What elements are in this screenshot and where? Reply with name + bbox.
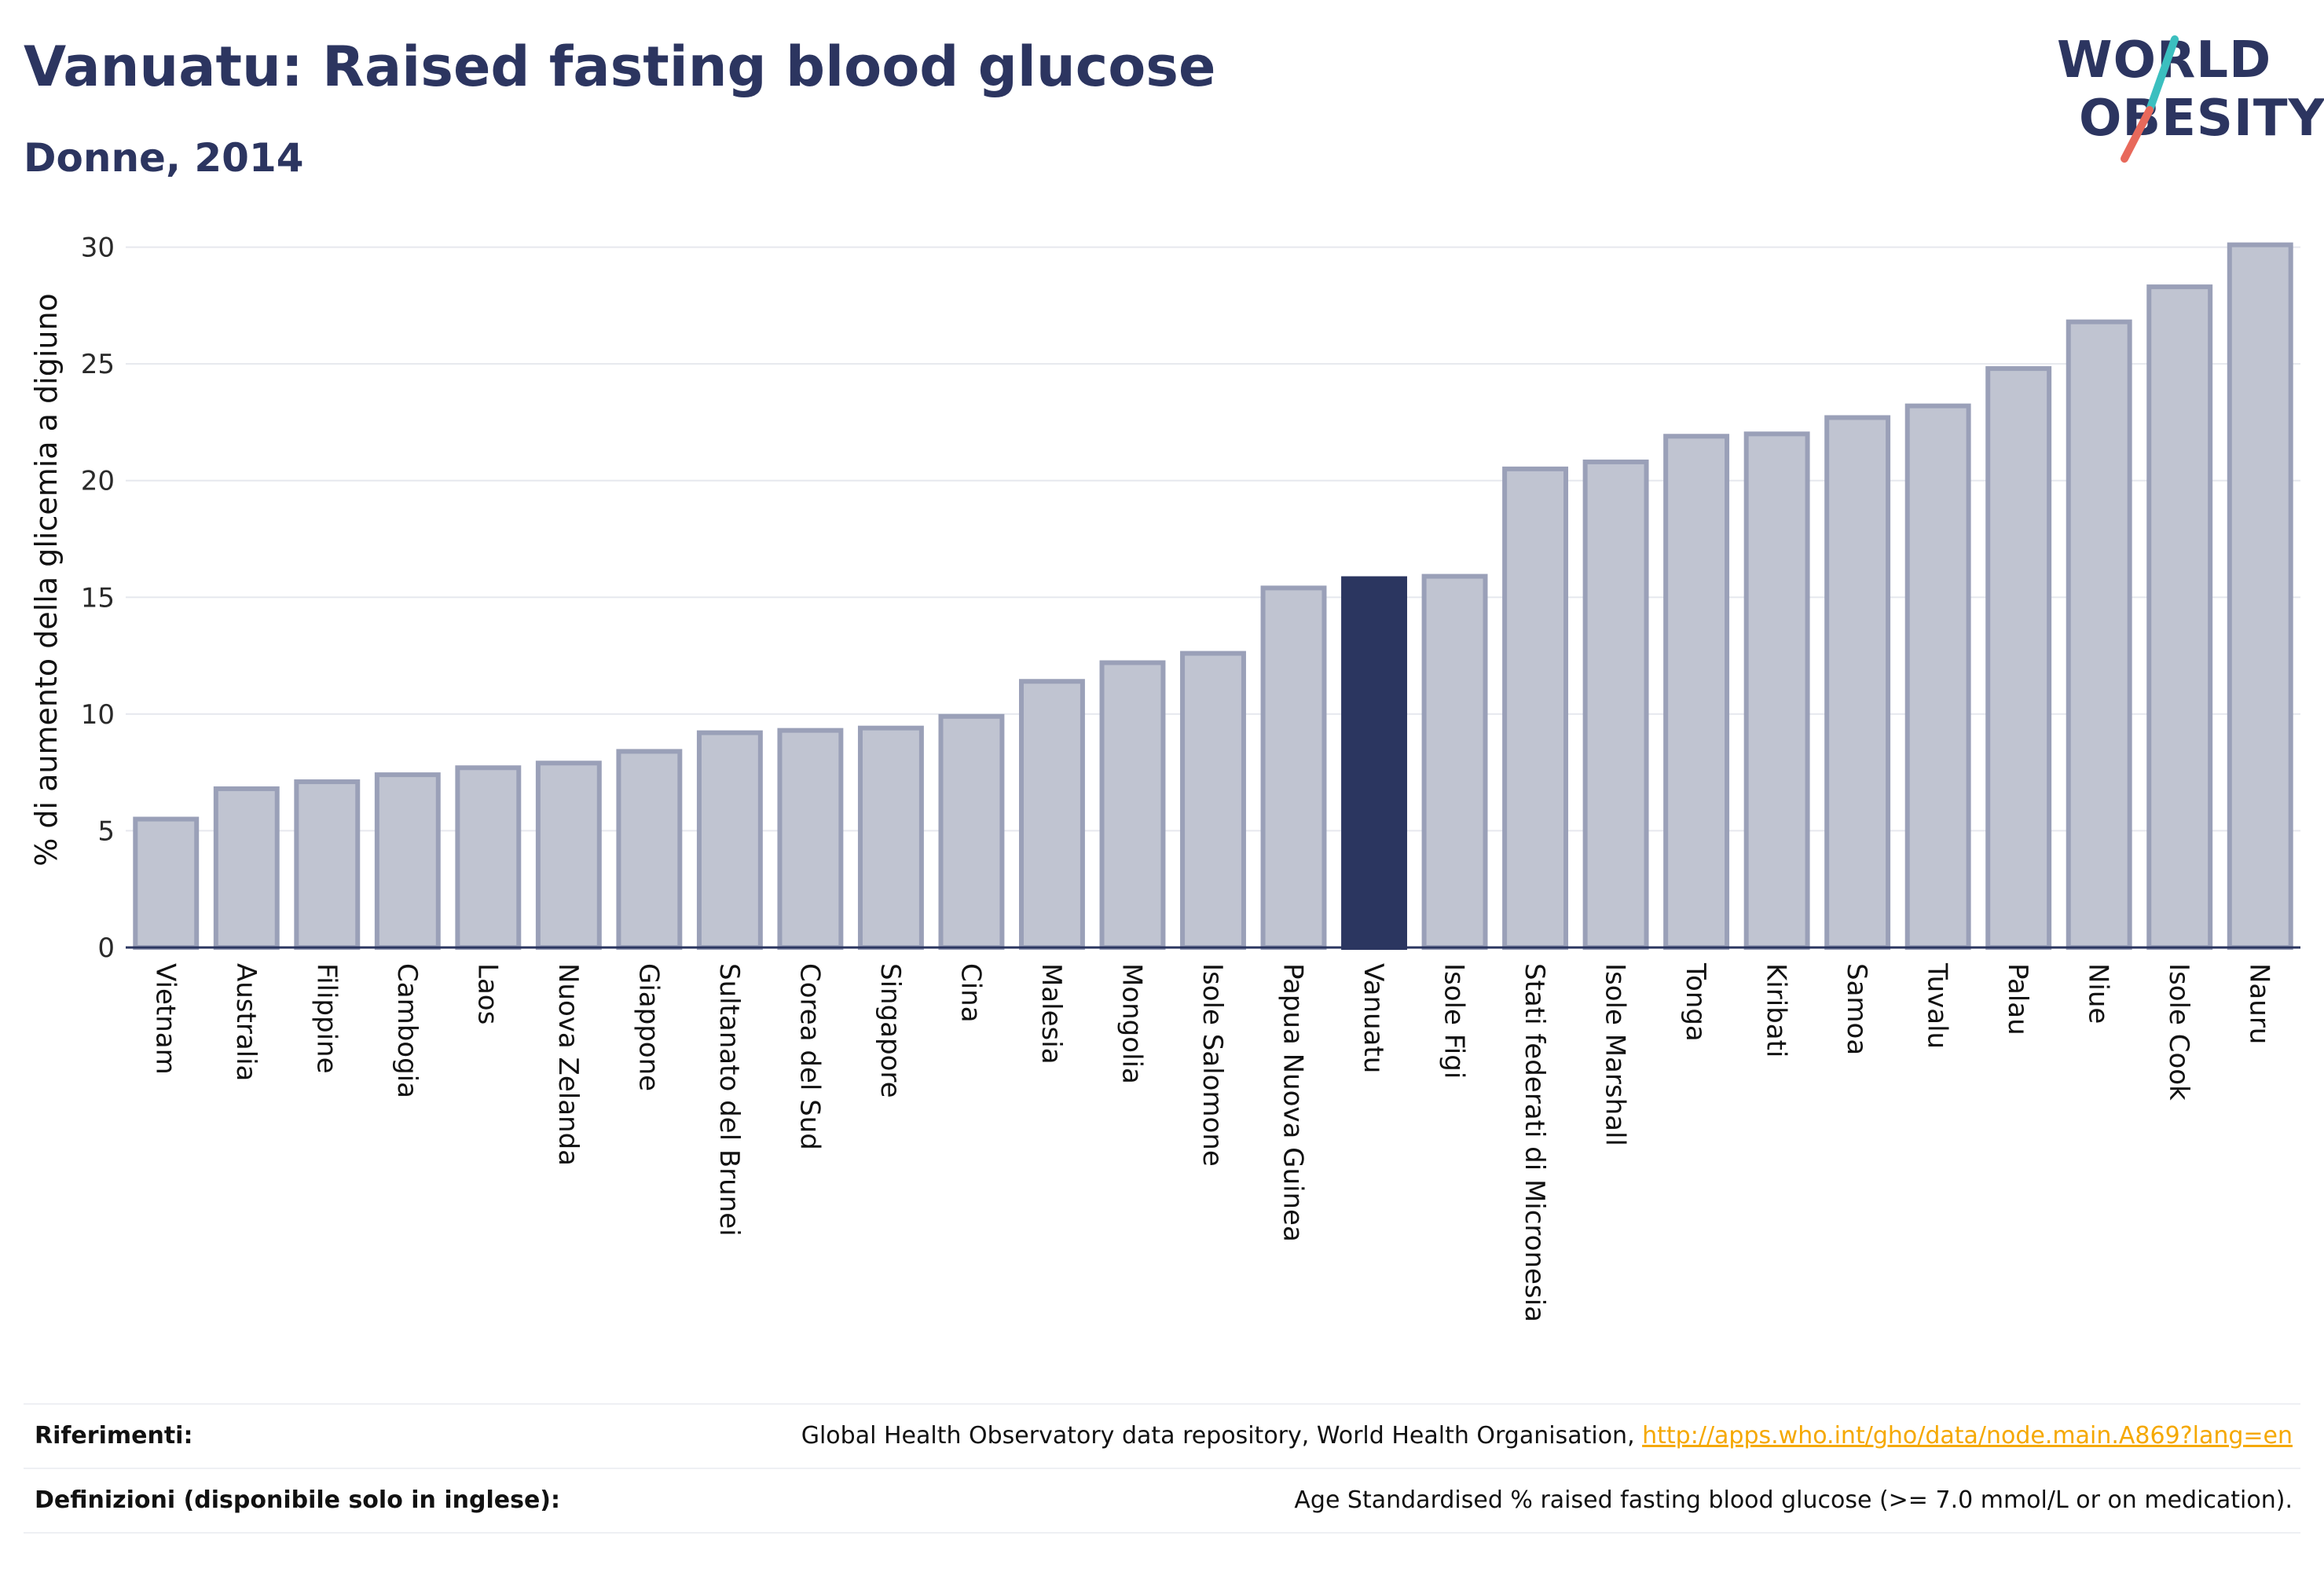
x-tick-label: Vanuatu (1358, 963, 1389, 1073)
bar (1824, 415, 1891, 950)
x-tick-label: Niue (2083, 963, 2114, 1024)
y-axis-label: % di aumento della glicemia a digiuno (29, 293, 64, 867)
x-tick-label: Giappone (632, 963, 664, 1091)
bar (1582, 459, 1649, 950)
bar (1180, 651, 1246, 950)
bar (777, 728, 844, 951)
x-tick-label: Australia (230, 963, 262, 1081)
bar (294, 779, 361, 950)
bar-chart: 0 5 10 15 20 25 30 % di aumento della glicemia … (29, 233, 2300, 1322)
x-tick-label: Isole Salomone (1197, 963, 1228, 1167)
y-tick-label: 25 (81, 349, 115, 380)
bar (374, 772, 441, 950)
definitions-row: Definizioni (disponibile solo in inglese… (24, 1468, 2300, 1534)
x-tick-label: Tonga (1680, 962, 1711, 1042)
bar (2227, 242, 2293, 951)
x-tick-label: Nauru (2244, 963, 2275, 1044)
references-value: Global Health Observatory data repositor… (801, 1422, 2293, 1450)
x-tick-label: Papua Nuova Guinea (1277, 963, 1309, 1242)
y-tick-label: 30 (81, 233, 115, 264)
bar (938, 713, 1005, 950)
x-tick-label: Isole Figi (1439, 963, 1470, 1079)
bar (455, 765, 522, 951)
x-tick-label: Vietnam (149, 963, 181, 1075)
x-tick-label: Malesia (1036, 963, 1067, 1065)
x-tick-label: Cina (955, 963, 986, 1023)
logo-slash-icon (2121, 35, 2179, 163)
x-tick-label: Samoa (1841, 963, 1872, 1055)
logo-line-2: OBESITY (2079, 90, 2324, 148)
bar (1099, 660, 1166, 950)
bar (1985, 366, 2052, 951)
x-tick-label: Laos (471, 963, 503, 1024)
references-link[interactable]: http://apps.who.int/gho/data/node.main.A… (1642, 1422, 2293, 1450)
x-tick-label: Singapore (874, 963, 906, 1098)
bar (213, 786, 280, 951)
y-tick-label: 10 (81, 699, 115, 731)
world-obesity-logo: WORLD OBESITY (2057, 31, 2324, 165)
bar-highlight (1341, 576, 1407, 950)
x-tick-label: Nuova Zelanda (552, 963, 584, 1166)
y-tick-label: 0 (97, 933, 115, 964)
bar (1663, 434, 1730, 950)
bar (857, 725, 924, 951)
x-tick-label: Kiribati (1761, 963, 1792, 1057)
bar (1421, 574, 1488, 950)
x-tick-label: Sultanato del Brunei (713, 963, 745, 1237)
bar (2146, 284, 2213, 951)
x-tick-label: Stati federati di Micronesia (1519, 963, 1550, 1322)
y-tick-label: 20 (81, 466, 115, 497)
bar (133, 816, 200, 950)
chart-title: Vanuatu: Raised fasting blood glucose (24, 35, 1216, 99)
x-tick-label: Isole Cook (2163, 963, 2194, 1101)
bar (1502, 466, 1569, 951)
references-row: Riferimenti: Global Health Observatory d… (24, 1403, 2300, 1468)
definitions-value: Age Standardised % raised fasting blood … (1294, 1486, 2293, 1514)
chart-subtitle: Donne, 2014 (24, 135, 304, 181)
bar (1904, 403, 1971, 950)
x-tick-label: Corea del Sud (794, 963, 825, 1150)
bar (1019, 679, 1085, 950)
x-tick-label: Isole Marshall (1600, 963, 1631, 1146)
references-text: Global Health Observatory data repositor… (801, 1422, 1643, 1450)
x-tick-label: Tuvalu (1922, 962, 1953, 1049)
bar (1260, 585, 1327, 950)
references-label: Riferimenti: (35, 1422, 193, 1450)
bar (1743, 431, 1810, 950)
x-tick-label: Filippine (310, 963, 342, 1074)
bar (616, 749, 683, 951)
bar (535, 761, 602, 950)
bar (2066, 319, 2132, 950)
x-tick-label: Palau (2002, 963, 2033, 1035)
x-tick-label: Cambogia (391, 963, 423, 1098)
y-tick-label: 5 (97, 815, 115, 847)
bar (696, 730, 763, 951)
x-tick-label: Mongolia (1116, 963, 1147, 1084)
definitions-label: Definizioni (disponibile solo in inglese… (35, 1486, 560, 1514)
y-tick-label: 15 (81, 582, 115, 614)
